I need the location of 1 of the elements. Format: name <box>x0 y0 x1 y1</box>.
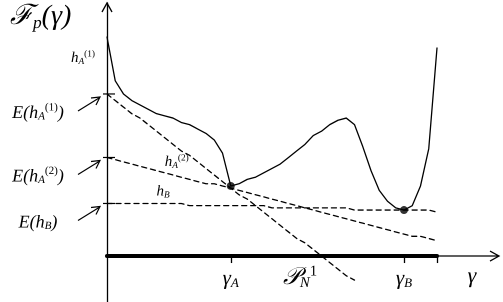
x-axis-title: γ <box>468 262 478 288</box>
